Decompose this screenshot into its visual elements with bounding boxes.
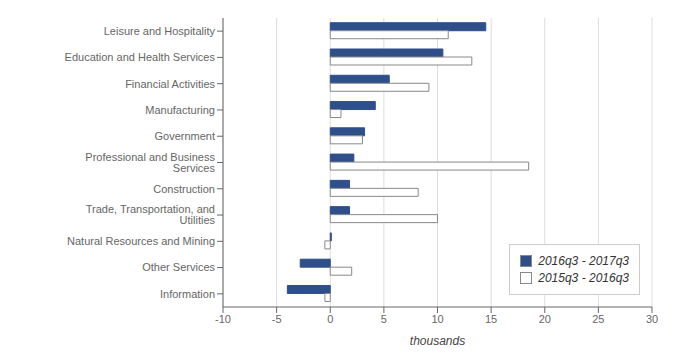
svg-text:Construction: Construction	[153, 183, 215, 195]
svg-text:thousands: thousands	[410, 334, 465, 348]
svg-text:Government: Government	[154, 130, 215, 142]
svg-text:15: 15	[485, 313, 497, 325]
svg-text:5: 5	[381, 313, 387, 325]
svg-text:Information: Information	[160, 288, 215, 300]
svg-text:Manufacturing: Manufacturing	[145, 104, 215, 116]
svg-text:Education and Health Services: Education and Health Services	[65, 51, 216, 63]
svg-text:25: 25	[592, 313, 604, 325]
svg-text:Other Services: Other Services	[142, 261, 215, 273]
html-text:2015q3 - 2016q3: 2015q3 - 2016q3	[538, 271, 629, 285]
svg-text:Natural Resources and Mining: Natural Resources and Mining	[67, 235, 215, 247]
svg-text:-5: -5	[272, 313, 282, 325]
svg-text:20: 20	[539, 313, 551, 325]
svg-text:0: 0	[327, 313, 333, 325]
html-text:2016q3 - 2017q3: 2016q3 - 2017q3	[538, 254, 629, 268]
svg-text:10: 10	[431, 313, 443, 325]
svg-text:-10: -10	[215, 313, 231, 325]
svg-text:Leisure and Hospitality: Leisure and Hospitality	[104, 25, 216, 37]
svg-text:Financial Activities: Financial Activities	[125, 78, 215, 90]
svg-text:Professional and BusinessServi: Professional and BusinessServices	[85, 151, 215, 174]
svg-text:30: 30	[646, 313, 658, 325]
svg-text:Trade, Transportation, andUtil: Trade, Transportation, andUtilities	[86, 203, 216, 226]
